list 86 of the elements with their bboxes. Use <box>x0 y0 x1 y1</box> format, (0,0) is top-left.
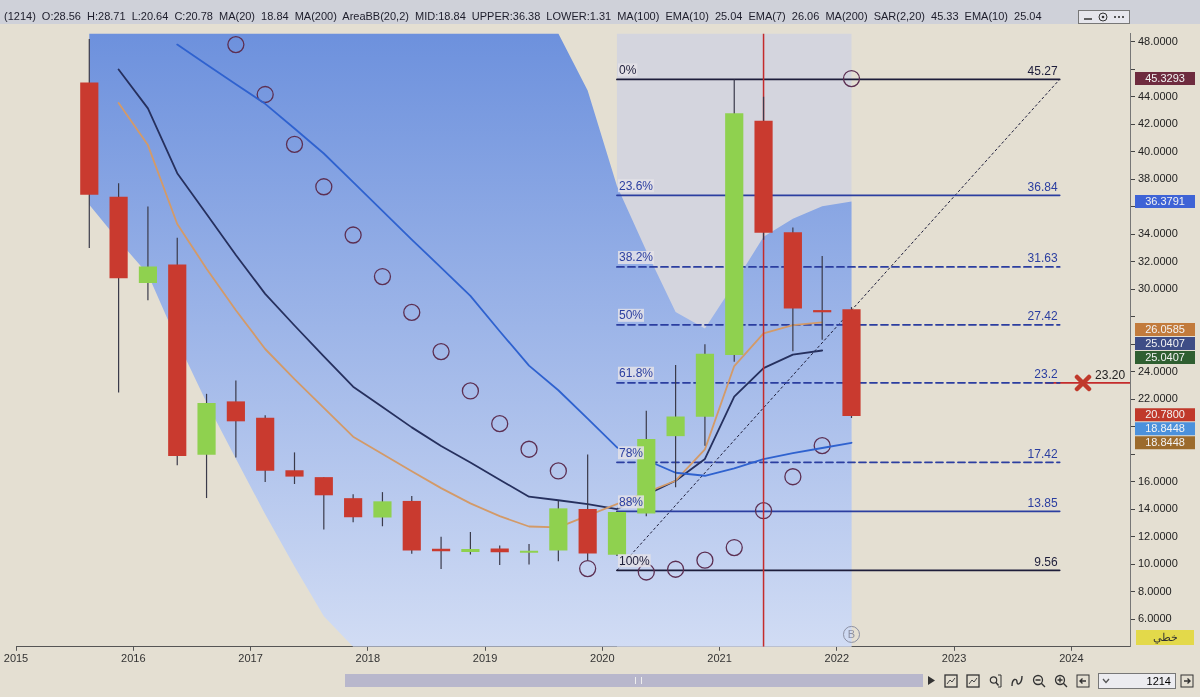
x-tick-label: 2019 <box>472 652 498 665</box>
y-tick-label: 6.0000 <box>1138 612 1172 625</box>
y-tick-label: 42.0000 <box>1138 117 1178 130</box>
point <box>344 226 362 244</box>
scale-button: خطي <box>1136 629 1194 645</box>
data-label: 36.84 <box>1027 179 1058 194</box>
x-tick-label: 2021 <box>707 652 732 665</box>
data-label: 23.2 <box>1034 367 1058 382</box>
data-label: 45.27 <box>1027 63 1058 78</box>
candlestick <box>666 364 685 488</box>
series-label: 23.6% <box>618 178 654 193</box>
text: 25.0407 <box>1145 337 1185 350</box>
point <box>256 85 274 104</box>
point <box>491 415 509 433</box>
data-label: 9.56 <box>1034 554 1058 569</box>
point <box>784 468 802 486</box>
y-tick-label: 32.0000 <box>1138 254 1178 267</box>
point <box>549 462 567 480</box>
y-tick-label: 14.0000 <box>1138 502 1178 515</box>
candlestick <box>373 491 392 527</box>
text: 36.3791 <box>1145 195 1185 208</box>
point <box>666 560 685 578</box>
candlestick <box>813 255 832 341</box>
x-tick-label: 2022 <box>824 652 850 665</box>
data-label: 13.85 <box>1027 495 1058 510</box>
y-tick-label: 24.0000 <box>1138 364 1178 377</box>
series-label: 88% <box>618 494 644 509</box>
point <box>227 35 245 54</box>
text: 18.8448 <box>1145 422 1185 435</box>
point <box>403 303 421 322</box>
candlestick <box>314 476 333 531</box>
point <box>696 551 714 569</box>
y-tick-label: 48.0000 <box>1138 34 1178 47</box>
candlestick <box>461 531 480 556</box>
point <box>432 342 450 361</box>
point <box>842 69 861 88</box>
candlestick <box>490 544 509 566</box>
point <box>725 538 743 557</box>
annotation: B <box>847 627 856 640</box>
series-label: 100% <box>618 553 650 568</box>
x-tick-label: 2018 <box>355 652 381 665</box>
candlestick <box>344 493 363 523</box>
point <box>754 502 773 520</box>
candlestick <box>519 543 539 566</box>
text: 25.0407 <box>1145 351 1185 364</box>
x-tick-label: 2017 <box>238 652 263 665</box>
y-tick-label: 40.0000 <box>1138 144 1178 157</box>
annotation: 23.20 <box>1095 368 1126 383</box>
data-label: 31.63 <box>1027 251 1058 266</box>
y-tick-label: 10.0000 <box>1138 557 1178 570</box>
candlestick <box>226 380 245 459</box>
point <box>579 559 597 578</box>
point <box>315 178 333 196</box>
x-tick-label: 2016 <box>121 652 146 665</box>
candlestick <box>138 205 158 301</box>
series-label: 38.2% <box>618 250 654 265</box>
series-label: 0% <box>618 62 637 77</box>
y-tick-label: 30.0000 <box>1138 282 1178 295</box>
y-tick-label: 22.0000 <box>1138 392 1178 405</box>
x-tick-label: 2020 <box>590 652 615 665</box>
text: 26.0585 <box>1145 323 1185 336</box>
text: 18.8448 <box>1145 436 1185 449</box>
point <box>520 440 538 458</box>
x-tick-label: 2024 <box>1059 652 1084 665</box>
chart-subtitle: (1214) O:28.56 H:28.71 L:20.64 C:20.78 MA(20) 18.84 MA(200) AreaBB(20,2) MID:18.84 UPPER:36.38 LOWER:1.31 MA(100) EMA(10) 25.04 EMA(7) 26.06 MA(200) SAR(2,20) 45.33 EMA(10) 25.04 <box>4 10 1042 23</box>
point <box>813 437 831 455</box>
text: 45.3293 <box>1145 72 1185 85</box>
data-label: 17.42 <box>1027 446 1058 461</box>
series-label: 61.8% <box>618 366 654 381</box>
series-label: 78% <box>618 445 644 460</box>
candlestick <box>285 451 304 485</box>
x-tick-label: 2023 <box>941 652 967 665</box>
y-tick-label: 44.0000 <box>1138 89 1178 102</box>
y-tick-label: 16.0000 <box>1138 474 1178 487</box>
series-label: 50% <box>618 308 644 323</box>
point <box>285 135 304 153</box>
point <box>373 267 392 286</box>
point <box>461 382 480 400</box>
x-tick-label: 2015 <box>3 652 29 665</box>
code-field: 1214 <box>1098 673 1176 689</box>
y-tick-label: 12.0000 <box>1138 529 1178 542</box>
y-tick-label: 8.0000 <box>1138 584 1172 597</box>
data-label: 27.42 <box>1027 309 1058 324</box>
y-tick-label: 38.0000 <box>1138 172 1178 185</box>
text: 20.7800 <box>1145 408 1185 421</box>
y-tick-label: 34.0000 <box>1138 227 1178 240</box>
